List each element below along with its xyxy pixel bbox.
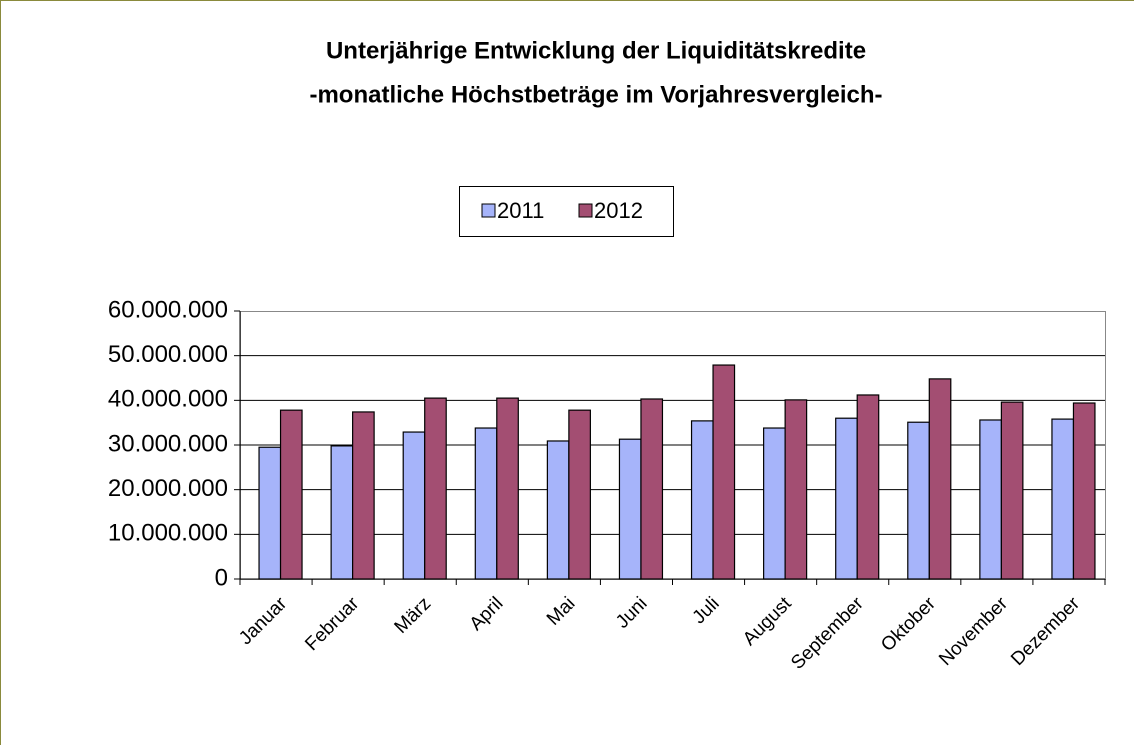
bar [907, 421, 930, 580]
y-tick-label: 30.000.000 [108, 430, 228, 457]
bar [856, 394, 880, 580]
bar [496, 397, 519, 580]
bar [763, 427, 786, 580]
bar [928, 378, 952, 580]
bar [1000, 401, 1024, 580]
bar [618, 438, 642, 580]
bar [712, 364, 736, 580]
y-tick-label: 40.000.000 [108, 386, 228, 413]
legend-label: 2011 [497, 198, 544, 223]
bar [279, 409, 303, 580]
bar [1072, 402, 1096, 580]
y-tick-label: 60.000.000 [108, 296, 228, 323]
legend-swatch [481, 203, 496, 218]
bar [568, 409, 591, 580]
bar [640, 398, 664, 580]
y-tick-label: 0 [215, 564, 228, 591]
bar [1051, 418, 1075, 580]
bar [330, 445, 354, 580]
chart-title: Unterjährige Entwicklung der Liquiditäts… [326, 37, 866, 64]
bar [424, 397, 447, 580]
bar [402, 431, 426, 580]
chart-subtitle: -monatliche Höchstbeträge im Vorjahresve… [309, 81, 882, 108]
bar [835, 417, 858, 580]
bar [784, 399, 808, 580]
bar [352, 411, 375, 580]
bar [690, 420, 714, 580]
y-tick-label: 20.000.000 [108, 475, 228, 502]
legend-swatch [578, 203, 593, 218]
bar [979, 419, 1002, 580]
bar [546, 440, 570, 580]
bar [258, 446, 282, 580]
y-tick-label: 10.000.000 [108, 520, 228, 547]
y-tick-label: 50.000.000 [108, 341, 228, 368]
bar [474, 427, 498, 580]
legend-label: 2012 [594, 198, 643, 223]
